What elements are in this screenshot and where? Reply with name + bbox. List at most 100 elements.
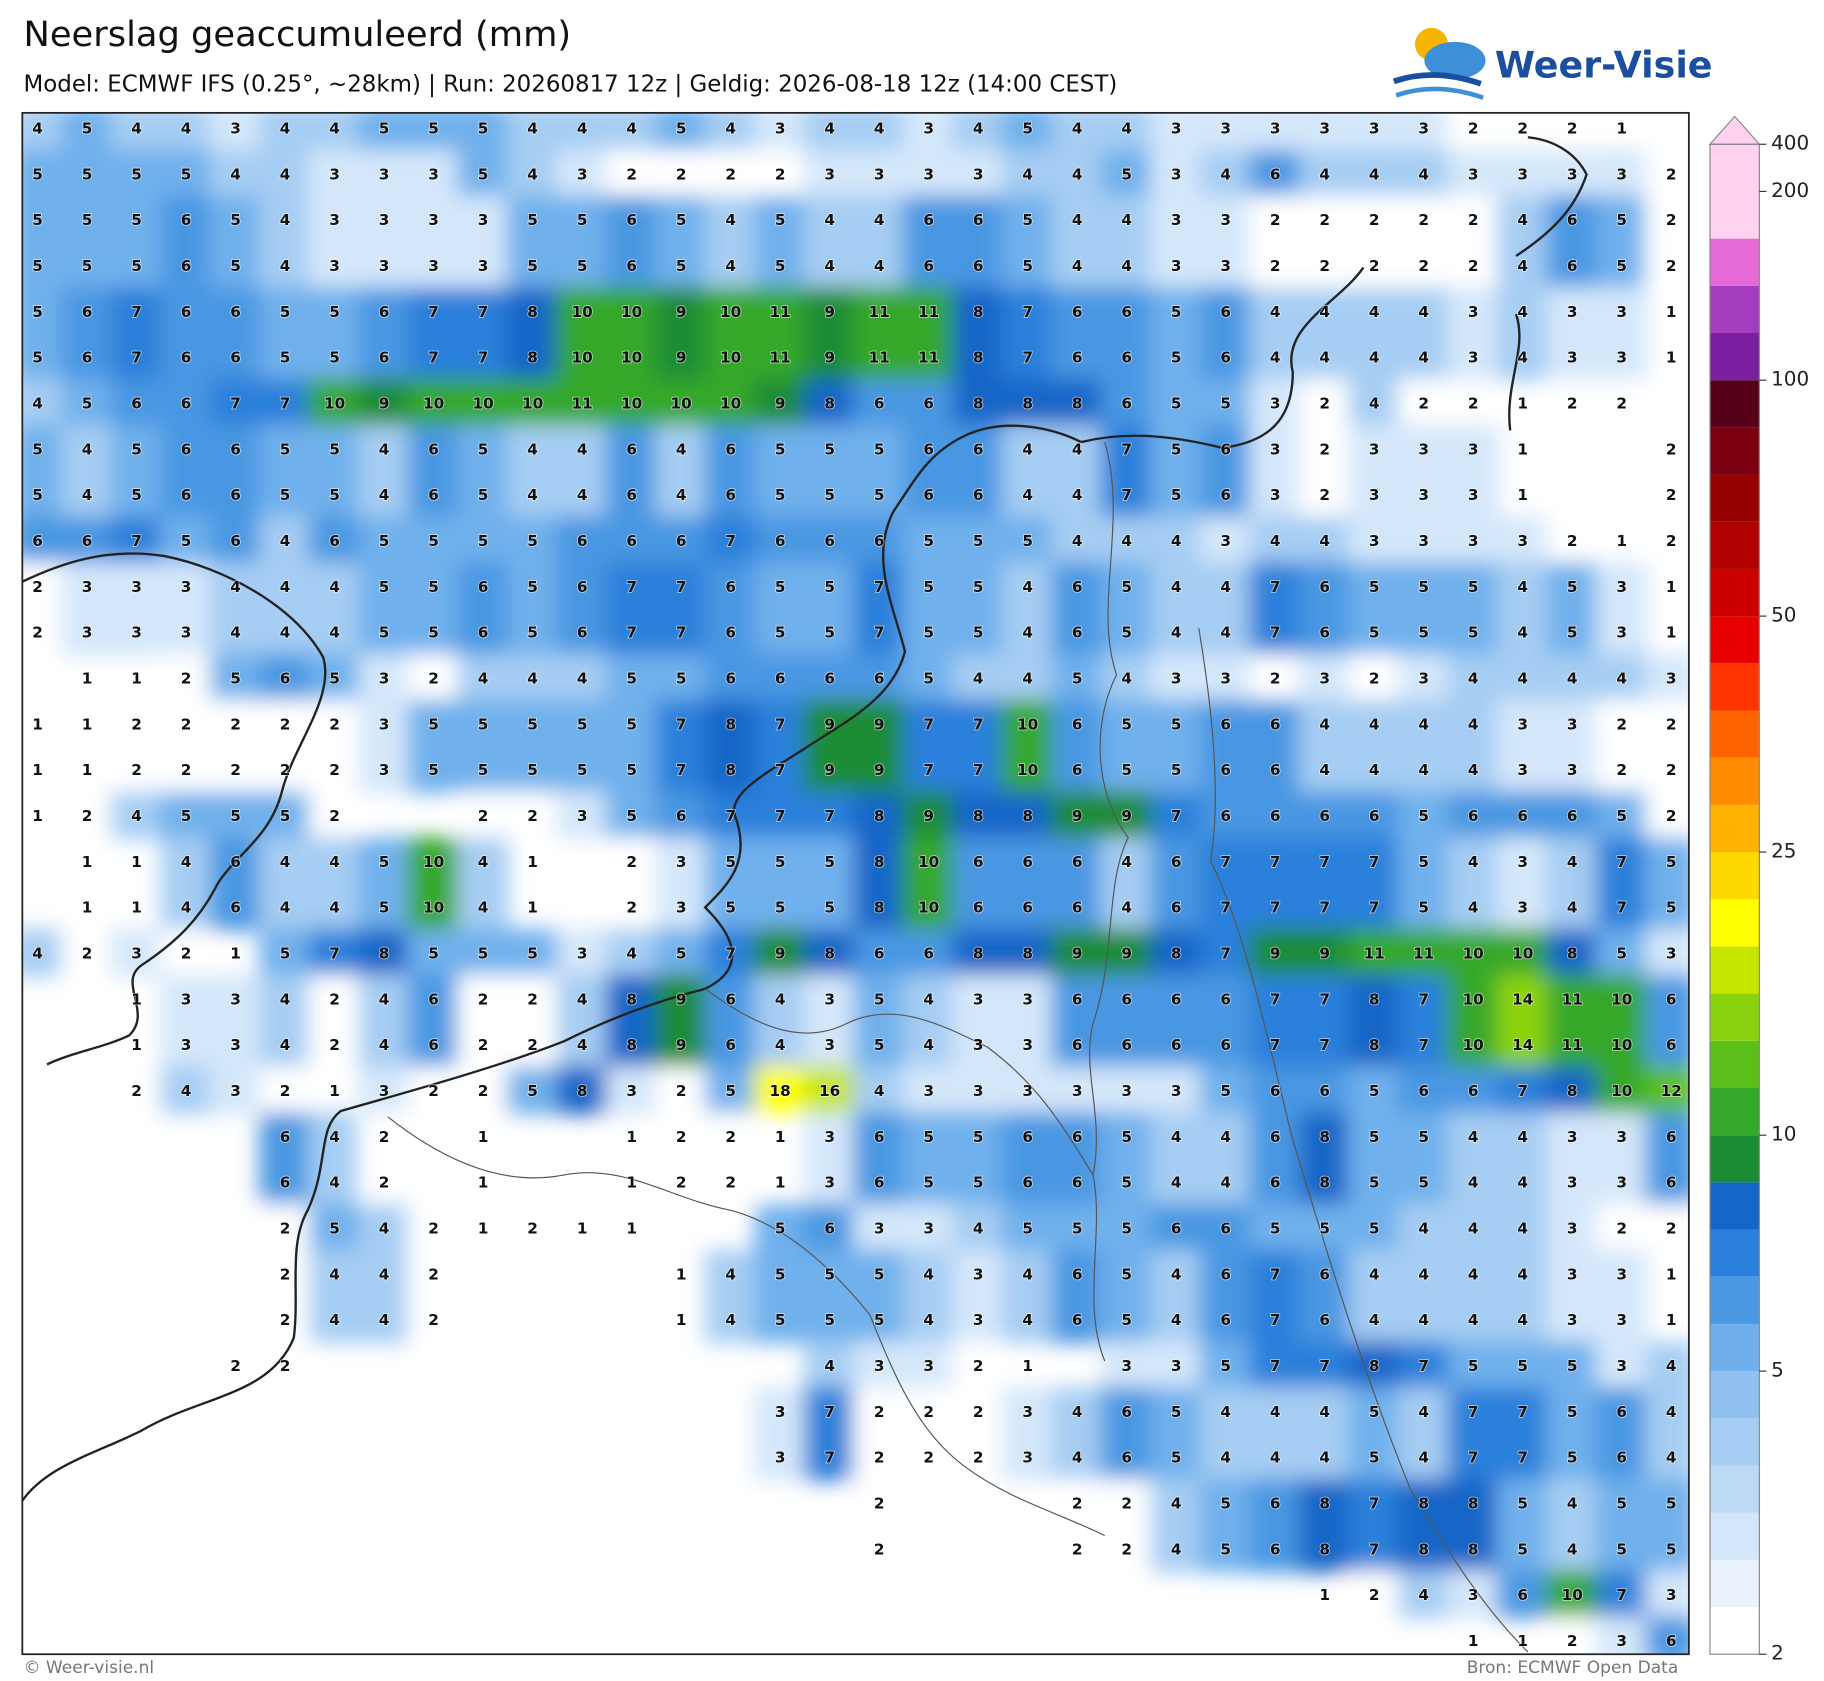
coastlines [22, 136, 1588, 1653]
precip-cell [803, 837, 856, 886]
precip-value: 4 [280, 257, 291, 275]
precip-cell [1595, 562, 1648, 611]
precip-cell [1447, 1524, 1500, 1573]
precip-cell [110, 699, 163, 748]
precip-cell [655, 241, 708, 290]
precip-value: 5 [82, 166, 93, 184]
precip-value: 6 [82, 532, 93, 550]
precip-cell [853, 516, 906, 565]
precip-value: 2 [329, 715, 340, 733]
precip-value: 6 [1072, 715, 1083, 733]
precip-cell [1150, 1020, 1203, 1069]
precip-cell [1150, 1524, 1203, 1573]
colorbar-frame [1709, 143, 1760, 1655]
precip-value: 6 [923, 440, 934, 458]
precip-value: 4 [626, 120, 637, 138]
precip-cell [22, 287, 64, 336]
precip-value: 6 [725, 1036, 736, 1054]
precip-cell [110, 516, 163, 565]
precip-value: 5 [329, 440, 340, 458]
precip-value: 2 [874, 1449, 885, 1467]
precip-value: 6 [1220, 715, 1231, 733]
precip-cell [1546, 1432, 1599, 1482]
precip-value: 7 [1270, 1357, 1281, 1375]
precip-cell [1298, 1066, 1351, 1115]
precip-cell [556, 791, 609, 840]
precip-value: 6 [1319, 1311, 1330, 1329]
colorbar-segment [1710, 1276, 1760, 1324]
precip-value: 8 [1022, 395, 1033, 413]
precip-value: 3 [923, 166, 934, 184]
precip-value: 1 [626, 1128, 637, 1146]
precip-value: 9 [874, 715, 885, 733]
precip-cell [358, 1020, 411, 1069]
precip-value: 3 [428, 211, 439, 229]
precip-cell [1199, 1387, 1252, 1436]
precip-cell [506, 607, 559, 657]
precip-cell [110, 241, 163, 290]
precip-cell [1348, 470, 1401, 519]
precip-value: 6 [230, 486, 241, 504]
precip-cell [754, 516, 807, 565]
precip-cell [1645, 745, 1689, 794]
precip-cell [1546, 928, 1599, 977]
precip-value: 4 [1171, 1311, 1182, 1329]
precip-value: 4 [32, 945, 43, 963]
precip-value: 4 [280, 120, 291, 138]
precip-value: 5 [577, 761, 588, 779]
precip-value: 4 [1418, 761, 1429, 779]
precip-value: 4 [577, 1036, 588, 1054]
precip-value: 2 [1319, 440, 1330, 458]
precip-value: 6 [874, 670, 885, 688]
precip-value: 4 [1072, 1403, 1083, 1421]
precip-cell [1249, 882, 1302, 932]
precip-value: 4 [527, 486, 538, 504]
precip-cell [803, 1249, 856, 1298]
precip-value: 5 [1121, 1174, 1132, 1192]
precip-value: 4 [280, 899, 291, 917]
precip-cell [1150, 928, 1203, 977]
precip-value: 6 [1022, 899, 1033, 917]
precip-cell [1595, 287, 1648, 336]
precip-value: 7 [725, 807, 736, 825]
precip-value: 7 [478, 349, 489, 367]
precip-value: 7 [1369, 899, 1380, 917]
precip-cell [1348, 378, 1401, 428]
colorbar-segment [1710, 1371, 1760, 1419]
precip-value: 11 [770, 303, 791, 321]
precip-cell [952, 1066, 1005, 1115]
precip-cell [160, 791, 213, 840]
precip-value: 2 [775, 166, 786, 184]
precip-cell [1397, 1478, 1450, 1527]
precip-value: 6 [1220, 807, 1231, 825]
precip-value: 2 [676, 166, 687, 184]
precip-value: 5 [1121, 624, 1132, 642]
precip-value: 7 [1616, 853, 1627, 871]
precip-value: 6 [725, 624, 736, 642]
precip-cell [160, 653, 213, 702]
precip-cell [902, 1432, 955, 1482]
precip-cell [1100, 195, 1153, 244]
precip-value: 1 [478, 1220, 489, 1238]
precip-value: 5 [923, 578, 934, 596]
precip-cell [1496, 653, 1549, 702]
precip-cell [655, 882, 708, 932]
precip-cell [358, 1203, 411, 1252]
precip-value: 11 [1364, 945, 1385, 963]
precip-cell [556, 112, 609, 153]
precip-cell [1595, 1478, 1648, 1527]
precip-cell [110, 287, 163, 336]
precip-value: 10 [1463, 990, 1484, 1008]
precip-value: 5 [824, 1265, 835, 1283]
precip-value: 9 [379, 395, 390, 413]
precip-cell [1595, 1570, 1648, 1619]
precip-value: 5 [824, 578, 835, 596]
colorbar-tick-label: 100 [1771, 368, 1809, 391]
precip-value: 3 [775, 1403, 786, 1421]
precip-value: 4 [725, 1265, 736, 1283]
precip-cell [1595, 1066, 1648, 1115]
precip-value: 4 [1171, 1128, 1182, 1146]
precip-value: 6 [1121, 349, 1132, 367]
precip-cell [704, 1249, 757, 1298]
precip-value: 5 [428, 715, 439, 733]
